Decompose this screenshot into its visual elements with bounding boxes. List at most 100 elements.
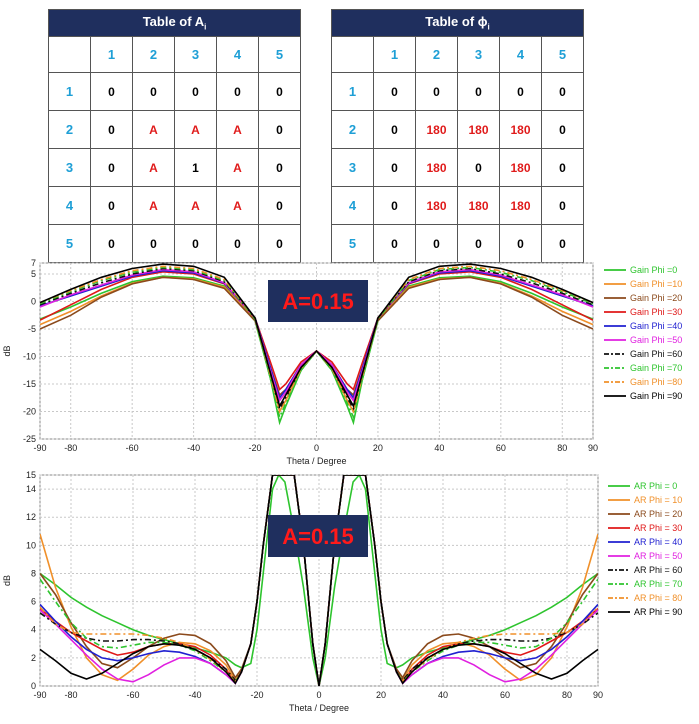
series-line: [40, 475, 598, 686]
x-tick-label: -40: [187, 443, 200, 453]
y-tick-label: 14: [26, 484, 36, 494]
series-line: [40, 475, 598, 686]
y-tick-label: 7: [31, 258, 36, 268]
series-line: [40, 263, 593, 409]
series-line: [40, 475, 598, 686]
table-phi-col-header: 4: [499, 36, 542, 73]
table-phi-col-header: 1: [373, 36, 416, 73]
y-axis-label: dB: [2, 575, 12, 586]
table-phi-cell: 0: [457, 148, 500, 187]
table-phi-cell: 0: [540, 110, 585, 149]
x-tick-label: 0: [314, 443, 319, 453]
badge-label: A=0.15: [282, 289, 354, 314]
legend-label: AR Phi = 90: [634, 607, 682, 617]
table-phi-row-header: 3: [331, 148, 374, 187]
table-phi-cell: 0: [373, 72, 416, 111]
table-a-col-header: 4: [216, 36, 259, 73]
x-axis-label: Theta / Degree: [286, 456, 346, 466]
legend-label: Gain Phi =60: [630, 349, 682, 359]
legend-label: Gain Phi =10: [630, 279, 682, 289]
legend-label: AR Phi = 40: [634, 537, 682, 547]
table-phi-cell: 180: [457, 110, 500, 149]
x-tick-label: -40: [188, 690, 201, 700]
legend-label: AR Phi = 0: [634, 481, 677, 491]
y-tick-label: 12: [26, 512, 36, 522]
table-a-cell: 0: [90, 148, 133, 187]
table-a-cell: 0: [216, 72, 259, 111]
table-a-cell: A: [174, 186, 217, 225]
table-phi-cell: 0: [373, 110, 416, 149]
table-a-col-header: 3: [174, 36, 217, 73]
badge-box: [268, 280, 368, 322]
ar-chart: -90 -80 -60 -40 -20 0 20 40 60 80 901514121086420T…: [2, 470, 682, 713]
y-tick-label: 0: [31, 297, 36, 307]
table-phi-row: 4 0 180 180 180 0: [331, 186, 585, 225]
series-line: [40, 475, 598, 686]
x-tick-label: -60: [126, 690, 139, 700]
x-tick-label: 60: [500, 690, 510, 700]
y-tick-label: 8: [31, 568, 36, 578]
table-a-col-header: 5: [257, 36, 302, 73]
legend-label: AR Phi = 20: [634, 509, 682, 519]
x-tick-label: 80: [557, 443, 567, 453]
table-a-row-header: 3: [48, 148, 91, 187]
x-tick-label: 60: [496, 443, 506, 453]
table-a-cell: 0: [132, 224, 175, 263]
table-a-cell: 0: [257, 186, 302, 225]
table-a-row-header: 5: [48, 224, 91, 263]
table-phi-cell: 0: [457, 224, 500, 263]
series-line: [40, 475, 598, 686]
legend-label: Gain Phi =0: [630, 265, 677, 275]
table-a-cell: 1: [174, 148, 217, 187]
table-a-title: Table of Ai: [47, 9, 302, 37]
table-phi-col-header: 5: [540, 36, 585, 73]
table-phi-body: 1 0 0 0 0 0 2 0 180 180 180 0 3 0 180 0 180 0 4 0 180 180 180 0…: [331, 72, 585, 263]
table-phi-row: 3 0 180 0 180 0: [331, 148, 585, 187]
x-tick-label: 0: [316, 690, 321, 700]
table-phi-cell: 0: [540, 148, 585, 187]
badge-box: [268, 515, 368, 557]
table-phi-cell: 0: [373, 148, 416, 187]
table-a-row-header: 2: [48, 110, 91, 149]
x-tick-label: -80: [64, 443, 77, 453]
y-tick-label: 5: [31, 269, 36, 279]
table-a-col-header: 1: [90, 36, 133, 73]
y-tick-label: 4: [31, 625, 36, 635]
x-tick-label: -20: [250, 690, 263, 700]
table-a-cell: A: [216, 110, 259, 149]
legend-label: AR Phi = 30: [634, 523, 682, 533]
y-tick-label: -5: [28, 324, 36, 334]
x-tick-label: 40: [434, 443, 444, 453]
table-phi-cell: 180: [499, 110, 542, 149]
table-a-corner: [48, 36, 91, 73]
table-phi-row-header: 1: [331, 72, 374, 111]
table-phi-cell: 0: [540, 224, 585, 263]
gain-chart: -90 -80 -60 -40 -20 0 20 40 60 80 90 75 0 -5 -10 -15 -20…: [2, 258, 682, 466]
table-phi-cell: 0: [540, 72, 585, 111]
table-a-title-text: Table of A: [142, 14, 205, 30]
series-line: [40, 475, 598, 686]
y-tick-label: 0: [31, 681, 36, 691]
table-phi-cell: 0: [499, 72, 542, 111]
y-tick-label: -15: [23, 379, 36, 389]
table-a-cell: A: [132, 110, 175, 149]
table-a-cell: 0: [90, 110, 133, 149]
x-tick-label: -80: [64, 690, 77, 700]
table-phi-cell: 0: [373, 186, 416, 225]
table-a-cell: 0: [90, 186, 133, 225]
y-tick-label: 2: [31, 653, 36, 663]
y-tick-label: -25: [23, 434, 36, 444]
legend-label: Gain Phi =20: [630, 293, 682, 303]
table-phi-cell: 0: [499, 224, 542, 263]
table-a-title-sub: i: [204, 22, 207, 32]
x-tick-label: 80: [562, 690, 572, 700]
table-a-row-header: 1: [48, 72, 91, 111]
table-phi-cell: 180: [415, 148, 458, 187]
x-tick-label: 20: [373, 443, 383, 453]
